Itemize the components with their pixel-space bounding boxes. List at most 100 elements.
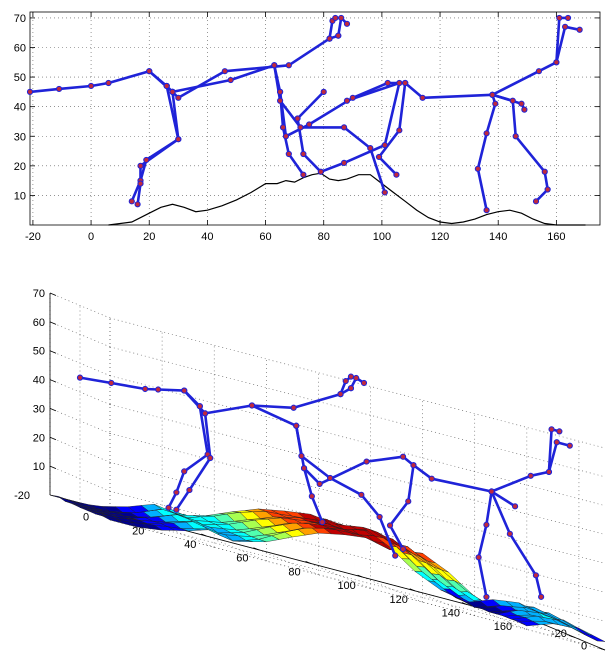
skeleton-joint <box>277 97 284 104</box>
grid-line-floor <box>154 522 215 548</box>
grid-line-side-wall <box>49 321 111 348</box>
grid-line-side-wall <box>49 437 111 463</box>
skeleton-joint <box>399 545 407 553</box>
skeleton-joint <box>340 124 348 131</box>
skeleton-joint <box>553 59 560 66</box>
z-tick <box>49 408 57 412</box>
skeleton-segment <box>29 69 168 94</box>
skeleton-joint <box>363 458 370 465</box>
skeleton-joint <box>512 133 519 140</box>
skeleton-joint <box>509 97 516 104</box>
x-tick-label: 100 <box>337 580 355 592</box>
skeleton-joint <box>155 386 162 393</box>
x-tick <box>461 602 467 605</box>
skeleton-joint <box>76 374 84 381</box>
skeleton-joint <box>376 513 383 521</box>
skeleton-segment <box>491 25 580 96</box>
x-tick-label: 120 <box>390 594 408 606</box>
skeleton-segment <box>412 464 516 508</box>
skeleton-joint <box>548 426 555 433</box>
skeleton-joint <box>347 385 355 392</box>
skeleton-joint <box>360 379 368 387</box>
skeleton-joint <box>347 373 355 380</box>
skeleton-joint <box>527 472 534 479</box>
skeleton-joint <box>483 207 490 214</box>
skeleton-joint <box>169 88 176 95</box>
x-tick <box>201 533 207 537</box>
skeleton-joint <box>492 100 499 107</box>
grid-line-floor <box>414 590 475 617</box>
skeleton-segment <box>492 93 550 203</box>
skeleton-joint <box>173 506 180 513</box>
z-tick <box>49 465 57 470</box>
skeleton-joint <box>535 68 543 75</box>
x-tick-label: 40 <box>184 539 196 551</box>
skeleton-joint <box>544 186 551 193</box>
skeleton-joint <box>137 180 144 187</box>
skeleton-joint <box>294 115 301 122</box>
skeleton-segment <box>477 491 493 598</box>
skeleton-joint <box>221 68 228 75</box>
x-tick-label: 100 <box>373 231 391 240</box>
skeleton-joint <box>532 198 540 205</box>
x-tick-label: -20 <box>25 231 41 240</box>
x-tick-label: 140 <box>442 607 460 619</box>
skeleton-joint <box>290 404 297 411</box>
skeleton-joint <box>108 379 115 387</box>
surface-3d-plot: 10 20 30 40 50 60 70 0 20 40 60 80 100 120 140 160 -20 -2… <box>14 288 606 652</box>
x-tick-label: 20 <box>143 231 155 240</box>
skeleton-joint <box>405 498 412 505</box>
z-tick <box>49 350 57 354</box>
skeleton-joint <box>300 465 308 472</box>
z-tick-label: 20 <box>33 432 45 444</box>
skeleton-joint <box>306 121 313 128</box>
surface-patch <box>531 608 553 618</box>
skeleton-joint <box>506 530 513 537</box>
grid-line-side-wall <box>49 379 111 405</box>
skeleton-joint <box>483 521 490 528</box>
skeleton-joint <box>142 385 149 393</box>
y-tick-label: 60 <box>14 43 26 55</box>
y-tick-label: 0 <box>581 641 587 652</box>
skeleton-joint <box>279 124 287 131</box>
y-tick-label: 30 <box>14 131 26 143</box>
skeleton-joint <box>335 32 342 39</box>
y-tick <box>598 647 606 651</box>
grid-line-side-wall <box>49 292 111 319</box>
x-tick-label: 80 <box>288 566 300 578</box>
skeleton-joint <box>300 171 307 178</box>
skeleton-joint <box>349 94 356 101</box>
skeleton-joint <box>562 23 569 30</box>
z-tick-label: 30 <box>33 403 45 415</box>
skeleton-joint <box>297 124 304 131</box>
grid-line-floor <box>466 604 527 630</box>
grid-line-side-wall <box>49 408 111 434</box>
skeleton-segment <box>491 441 571 493</box>
grid-line-side-wall <box>49 350 111 376</box>
skeleton-segment <box>490 490 543 598</box>
skeleton-joint <box>134 201 141 208</box>
skeleton-segment <box>273 65 387 193</box>
x-tick-label: 0 <box>88 231 94 240</box>
z-tick <box>49 292 57 296</box>
x-tick-label: 60 <box>236 553 248 565</box>
skeleton-segment <box>303 455 415 550</box>
x-tick-label: 60 <box>259 231 271 240</box>
skeleton-joint <box>538 593 545 600</box>
skeleton-joint <box>419 94 426 101</box>
skeleton-joint <box>186 486 193 494</box>
y-tick-label: -20 <box>551 628 567 640</box>
z-tick-label: 60 <box>33 317 45 329</box>
skeleton-segment <box>175 413 212 511</box>
skeleton-joint <box>300 150 307 158</box>
skeleton-joint <box>399 453 407 460</box>
grid-line-back-wall <box>109 346 606 478</box>
skeleton-joint <box>483 593 490 601</box>
skeleton-joint <box>227 76 234 84</box>
x-tick <box>305 561 311 564</box>
skeleton-joint <box>343 97 351 104</box>
x-tick-label: 40 <box>201 231 213 240</box>
x-tick-label: 0 <box>83 512 89 524</box>
skeleton-joint <box>489 91 496 98</box>
y-tick-label: 10 <box>14 190 26 202</box>
